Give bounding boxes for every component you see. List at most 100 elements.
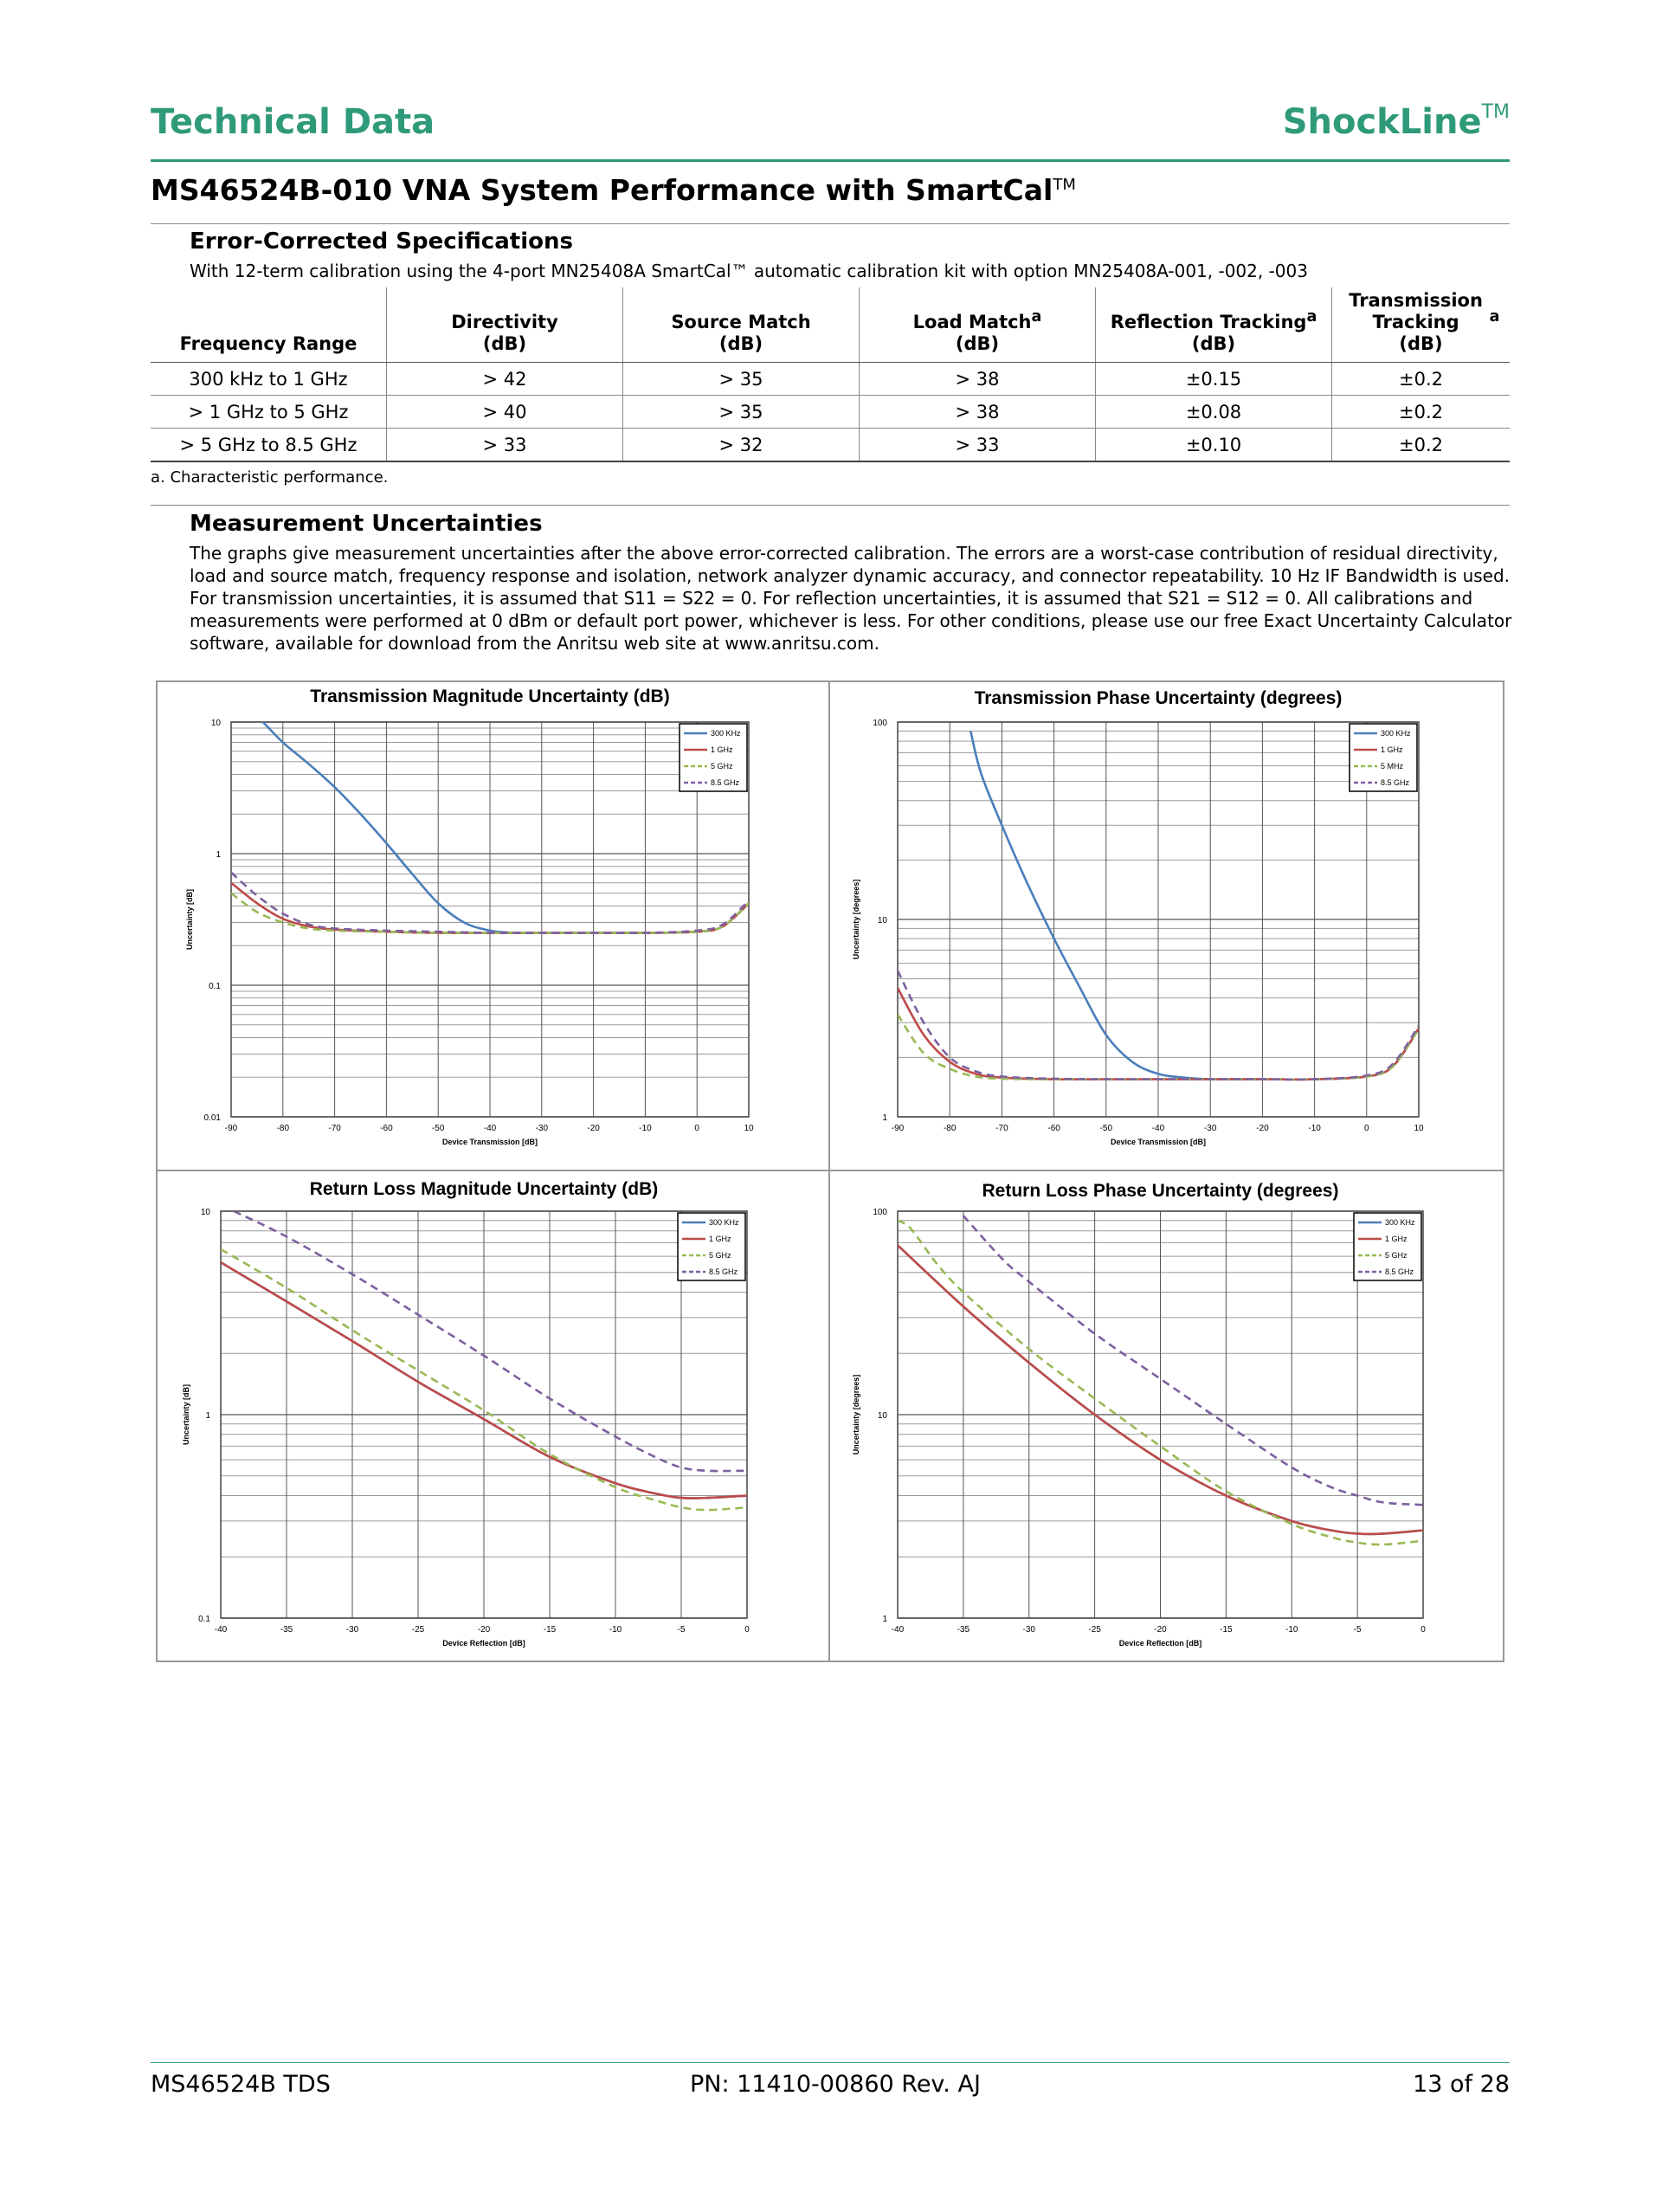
y-tick-label: 1 xyxy=(216,850,221,860)
y-tick-label: 100 xyxy=(873,1208,887,1217)
plot-frame xyxy=(897,1210,1424,1619)
legend-box xyxy=(1353,1212,1422,1281)
series-line-5-ghz xyxy=(231,892,749,934)
y-axis-label: Uncertainty [degrees] xyxy=(852,880,860,960)
x-tick-label: -20 xyxy=(478,1625,491,1635)
x-tick-label: 0 xyxy=(1420,1625,1426,1635)
return-loss-phase-chart: Return Loss Phase Uncertainty (degrees) -… xyxy=(852,1181,1426,1648)
legend-label: 300 KHz xyxy=(1385,1218,1415,1227)
legend-label: 8.5 GHz xyxy=(1381,778,1410,787)
y-tick-label: 1 xyxy=(882,1615,887,1624)
x-tick-label: -70 xyxy=(995,1124,1008,1133)
x-axis-label: Device Transmission [dB] xyxy=(1111,1138,1206,1146)
legend-label: 1 GHz xyxy=(1385,1235,1408,1243)
x-tick-label: -40 xyxy=(484,1124,497,1133)
series-line-5-ghz xyxy=(221,1248,747,1512)
page-title-text: MS46524B-010 VNA System Performance with… xyxy=(151,173,1053,207)
legend-box xyxy=(679,723,748,792)
error-corrected-subtitle: With 12-term calibration using the 4-por… xyxy=(190,261,1308,281)
measurement-line: load and source match, frequency respons… xyxy=(190,565,1511,586)
measurement-line: software, available for download from th… xyxy=(190,633,879,654)
table-cell: > 38 xyxy=(859,362,1096,396)
spec-table-header: Frequency Range Directivity (dB) Source M… xyxy=(151,287,1510,363)
x-tick-label: -80 xyxy=(944,1124,957,1133)
table-cell: ±0.2 xyxy=(1331,395,1510,429)
section-rule xyxy=(151,505,1510,506)
table-cell: ±0.2 xyxy=(1331,428,1510,462)
table-cell: > 5 GHz to 8.5 GHz xyxy=(151,428,387,462)
legend-label: 5 MHz xyxy=(1381,762,1404,771)
chart-divider xyxy=(158,1170,1503,1171)
x-tick-label: -60 xyxy=(1047,1124,1060,1133)
charts-frame: Transmission Magnitude Uncertainty (dB) -… xyxy=(156,680,1504,1662)
x-tick-label: -90 xyxy=(892,1124,905,1133)
y-tick-label: 0.01 xyxy=(204,1113,222,1123)
header-section-title: Technical Data xyxy=(151,102,435,142)
plot-frame xyxy=(897,721,1420,1118)
legend-label: 5 GHz xyxy=(1385,1251,1408,1260)
measurement-title: Measurement Uncertainties xyxy=(190,511,543,537)
footer-page-number: 13 of 28 xyxy=(1413,2071,1510,2098)
x-tick-label: -80 xyxy=(277,1124,290,1133)
y-tick-label: 10 xyxy=(878,916,888,925)
legend-label: 300 KHz xyxy=(711,729,741,738)
chart-divider xyxy=(828,682,830,1661)
col-header: Reflection Trackinga (dB) xyxy=(1095,287,1332,363)
measurement-line: measurements were performed at 0 dBm or … xyxy=(190,610,1512,631)
chart-title: Transmission Magnitude Uncertainty (dB) xyxy=(310,687,669,706)
x-tick-label: -20 xyxy=(587,1124,600,1133)
table-row: > 1 GHz to 5 GHz > 40 > 35 > 38 ±0.08 ±0… xyxy=(151,395,1510,429)
table-cell: > 42 xyxy=(386,362,623,396)
plot-frame xyxy=(220,1210,748,1619)
x-tick-label: -25 xyxy=(1088,1625,1101,1635)
chart-title: Transmission Phase Uncertainty (degrees) xyxy=(975,688,1343,708)
col-header: Frequency Range xyxy=(151,287,387,363)
legend-label: 8.5 GHz xyxy=(709,1267,738,1276)
x-tick-label: -50 xyxy=(1100,1124,1113,1133)
y-tick-label: 0.1 xyxy=(209,982,221,991)
series-line-8-5-ghz xyxy=(231,871,749,935)
col-header: Load Matcha (dB) xyxy=(859,287,1096,363)
x-tick-label: 10 xyxy=(744,1124,754,1133)
x-tick-label: -25 xyxy=(412,1625,425,1635)
col-header: Source Match (dB) xyxy=(622,287,860,363)
measurement-line: For transmission uncertainties, it is as… xyxy=(190,588,1473,609)
legend-label: 8.5 GHz xyxy=(711,778,740,787)
x-tick-label: -30 xyxy=(536,1124,549,1133)
series-line-8-5-ghz xyxy=(233,1211,747,1473)
chart-title: Return Loss Phase Uncertainty (degrees) xyxy=(982,1181,1339,1201)
series-line-5-ghz xyxy=(898,1219,1423,1546)
header-brand: ShockLineTM xyxy=(1282,101,1510,142)
transmission-phase-chart: Transmission Phase Uncertainty (degrees)… xyxy=(852,688,1424,1146)
footer-doc-name: MS46524B TDS xyxy=(151,2071,331,2098)
x-tick-label: 0 xyxy=(744,1625,750,1635)
y-axis-label: Uncertainty [degrees] xyxy=(852,1375,860,1455)
x-tick-label: -15 xyxy=(544,1625,557,1635)
x-tick-label: -15 xyxy=(1220,1625,1233,1635)
brand-name: ShockLine xyxy=(1282,102,1482,142)
legend-label: 1 GHz xyxy=(711,745,733,754)
x-tick-label: -90 xyxy=(225,1124,238,1133)
x-tick-label: -70 xyxy=(328,1124,341,1133)
col-header: Directivity (dB) xyxy=(386,287,623,363)
series-line-1-ghz xyxy=(898,1244,1423,1536)
legend-label: 1 GHz xyxy=(709,1235,731,1243)
return-loss-magnitude-chart: Return Loss Magnitude Uncertainty (dB) -4… xyxy=(182,1179,750,1648)
x-tick-label: -20 xyxy=(1154,1625,1167,1635)
x-axis-label: Device Reflection [dB] xyxy=(442,1639,525,1648)
x-tick-label: -30 xyxy=(346,1625,359,1635)
legend-label: 1 GHz xyxy=(1381,745,1403,754)
legend-label: 5 GHz xyxy=(709,1251,731,1260)
x-tick-label: -10 xyxy=(609,1625,622,1635)
table-cell: > 32 xyxy=(622,428,860,462)
x-tick-label: 0 xyxy=(1364,1124,1369,1133)
table-row: > 5 GHz to 8.5 GHz > 33 > 32 > 33 ±0.10 … xyxy=(151,428,1510,462)
table-cell: ±0.2 xyxy=(1331,362,1510,396)
y-tick-label: 10 xyxy=(211,719,222,728)
y-tick-label: 0.1 xyxy=(198,1615,210,1624)
table-cell: > 1 GHz to 5 GHz xyxy=(151,395,387,429)
page-title-trademark: TM xyxy=(1053,176,1076,194)
table-cell: > 33 xyxy=(386,428,623,462)
y-axis-label: Uncertainty [dB] xyxy=(182,1384,190,1445)
x-tick-label: -40 xyxy=(215,1625,228,1635)
